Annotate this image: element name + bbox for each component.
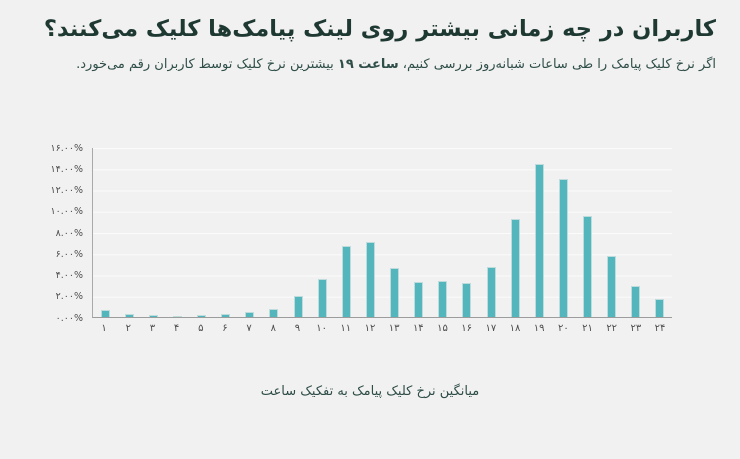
bar-hour-8 — [269, 308, 279, 317]
bar-hour-3 — [148, 314, 158, 317]
x-tick-label: ۱۵ — [437, 323, 448, 334]
y-tick-label: ۴.۰۰% — [55, 270, 83, 281]
bar-hour-5 — [197, 315, 207, 317]
bar-hour-4 — [172, 315, 182, 317]
header: کاربران در چه زمانی بیشتر روی لینک پیامک… — [24, 13, 716, 74]
x-tick-label: ۸ — [270, 323, 276, 334]
bar-slot — [431, 148, 455, 317]
bar-slot — [648, 148, 672, 317]
bar-slot — [358, 148, 382, 317]
bar-slot — [503, 148, 527, 317]
x-tick-label: ۲۱ — [582, 323, 593, 334]
x-tick-label: ۱ — [101, 323, 107, 334]
bar-hour-19 — [534, 163, 544, 317]
bar-slot — [479, 148, 503, 317]
x-tick-label: ۱۲ — [364, 323, 376, 334]
x-axis: ۱ ۲ ۳ ۴ ۵ ۶ ۷ ۸ ۹ ۱۰ ۱۱ ۱۲ ۱۳ ۱۴ ۱۵ ۱۶ ۱۷ ۱۸ ۱۹ ۲۰ ۲۱ ۲۲ ۲۳ ۲۴ — [92, 323, 672, 334]
bar-slot — [624, 148, 648, 317]
bar-slot — [310, 148, 334, 317]
bar-hour-13 — [390, 268, 400, 317]
x-tick-label: ۶ — [222, 323, 228, 334]
bar-hour-20 — [558, 178, 568, 317]
bar-hour-14 — [414, 282, 424, 317]
page-subtitle: اگر نرخ کلیک پیامک را طی ساعات شبانه‌روز… — [24, 55, 716, 75]
y-tick-label: ۸.۰۰% — [55, 227, 83, 239]
subtitle-highlight: ساعت ۱۹ — [337, 56, 399, 72]
x-tick-label: ۷ — [246, 323, 252, 334]
bar-slot — [576, 148, 600, 317]
chart-caption: میانگین نرخ کلیک پیامک به تفکیک ساعت — [260, 384, 480, 399]
bar-slot — [407, 148, 431, 317]
bar-hour-22 — [607, 255, 617, 317]
x-tick-label: ۱۹ — [533, 323, 545, 334]
bar-hour-10 — [317, 278, 327, 317]
bar-hour-15 — [438, 281, 448, 317]
x-tick-label: ۱۷ — [485, 323, 497, 334]
bar-hour-2 — [124, 313, 134, 317]
x-tick-label: ۲۰ — [557, 323, 569, 334]
x-tick-label: ۲۳ — [630, 323, 642, 334]
bar-slot — [141, 148, 165, 317]
x-tick-label: ۱۳ — [388, 323, 400, 334]
bar-slot — [93, 148, 117, 317]
bar-hour-23 — [631, 286, 641, 317]
bar-hour-12 — [365, 242, 375, 317]
bar-slot — [334, 148, 358, 317]
bar-slot — [117, 148, 141, 317]
bar-hour-17 — [486, 267, 496, 317]
bar-slot — [214, 148, 238, 317]
y-tick-label: ۰.۰۰% — [55, 312, 83, 324]
plot-area — [92, 148, 672, 318]
bar-slot — [190, 148, 214, 317]
bar-hour-21 — [583, 215, 593, 317]
bar-slot — [238, 148, 262, 317]
bar-slot — [165, 148, 189, 317]
y-tick-label: ۱۲.۰۰% — [50, 185, 83, 196]
y-tick-label: ۶.۰۰% — [55, 248, 83, 260]
y-tick-label: ۱۶.۰۰% — [50, 142, 83, 154]
bar-slot — [551, 148, 575, 317]
y-axis: ۱۶.۰۰% ۱۴.۰۰% ۱۲.۰۰% ۱۰.۰۰% ۸.۰۰% ۶.۰۰% ۴.۰۰% ۲… — [30, 143, 92, 324]
x-tick-label: ۱۰ — [316, 323, 327, 334]
bar-slot — [527, 148, 551, 317]
x-tick-label: ۲۲ — [606, 323, 618, 334]
chart-plot-wrapper: ۱۶.۰۰% ۱۴.۰۰% ۱۲.۰۰% ۱۰.۰۰% ۸.۰۰% ۶.۰۰% ۴.۰۰% ۲… — [30, 142, 680, 324]
y-tick-label: ۱۰.۰۰% — [50, 206, 83, 218]
x-tick-label: ۵ — [198, 323, 204, 334]
x-tick-label: ۱۶ — [461, 323, 473, 334]
x-tick-label: ۱۴ — [412, 323, 424, 334]
x-tick-label: ۲۴ — [654, 323, 666, 334]
bar-hour-24 — [655, 299, 665, 317]
x-tick-label: ۳ — [149, 323, 156, 334]
y-tick-label: ۲.۰۰% — [55, 291, 83, 303]
bar-hour-9 — [293, 295, 303, 317]
x-tick-label: ۱۸ — [509, 323, 521, 334]
bar-slot — [383, 148, 407, 317]
bar-hour-6 — [221, 314, 231, 317]
bar-hour-11 — [341, 246, 351, 317]
bar-hour-7 — [245, 311, 255, 317]
bars — [93, 148, 672, 317]
bar-hour-16 — [462, 283, 472, 317]
x-tick-label: ۱۱ — [340, 323, 352, 334]
bar-hour-18 — [510, 218, 520, 317]
bar-slot — [455, 148, 479, 317]
x-tick-label: ۲ — [125, 323, 131, 334]
subtitle-text: اگر نرخ کلیک پیامک را طی ساعات شبانه‌روز… — [398, 56, 716, 72]
bar-slot — [600, 148, 624, 317]
x-tick-label: ۴ — [173, 323, 180, 334]
page-title: کاربران در چه زمانی بیشتر روی لینک پیامک… — [43, 16, 716, 42]
bar-slot — [262, 148, 286, 317]
bar-chart: ۱۶.۰۰% ۱۴.۰۰% ۱۲.۰۰% ۱۰.۰۰% ۸.۰۰% ۶.۰۰% ۴.۰۰% ۲… — [30, 142, 680, 334]
subtitle-text-end: بیشترین نرخ کلیک توسط کاربران رقم می‌خور… — [76, 56, 338, 72]
y-tick-label: ۱۴.۰۰% — [50, 163, 83, 175]
bar-slot — [286, 148, 310, 317]
x-tick-label: ۹ — [294, 323, 301, 334]
bar-hour-1 — [100, 309, 110, 317]
